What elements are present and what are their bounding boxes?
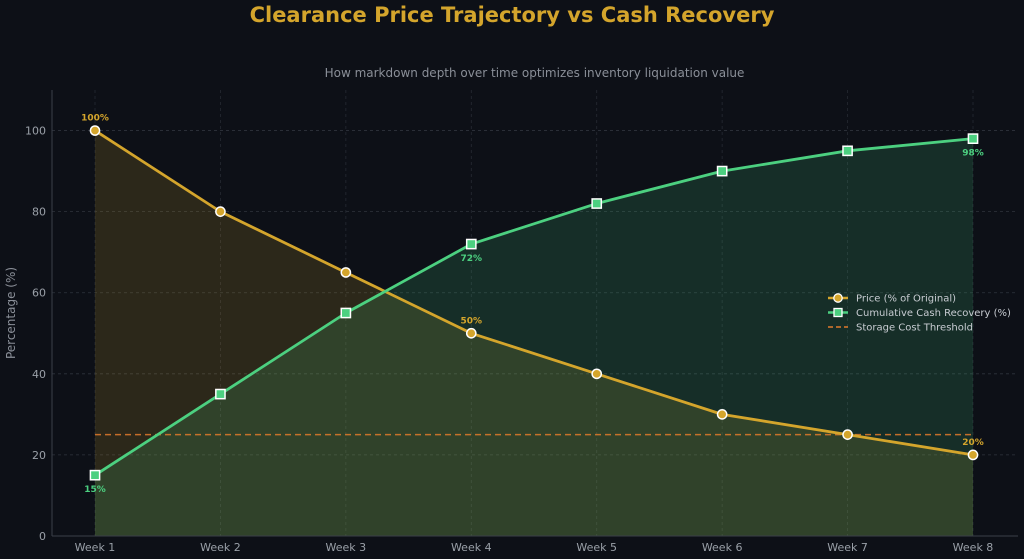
chart-subtitle: How markdown depth over time optimizes i…	[324, 66, 745, 80]
legend-label: Storage Cost Threshold	[856, 323, 973, 334]
x-tick-label: Week 2	[200, 541, 241, 554]
legend-label: Price (% of Original)	[856, 294, 956, 305]
x-tick-label: Week 3	[326, 541, 367, 554]
data-label: 72%	[461, 254, 483, 264]
y-tick-label: 100	[25, 125, 46, 138]
price-point[interactable]	[716, 409, 728, 420]
data-label: 20%	[962, 438, 984, 448]
legend-label: Cumulative Cash Recovery (%)	[856, 308, 1011, 319]
y-tick-label: 40	[32, 368, 46, 381]
x-tick-label: Week 7	[827, 541, 868, 554]
price-point[interactable]	[842, 429, 853, 440]
series-line-1	[94, 129, 974, 457]
y-tick-label: 0	[39, 530, 46, 543]
data-label: 15%	[84, 485, 106, 495]
area-fills	[95, 130, 973, 536]
recovery-point[interactable]	[591, 198, 603, 209]
price-point[interactable]	[591, 368, 603, 380]
recovery-point[interactable]	[967, 133, 979, 145]
recovery-point[interactable]	[842, 145, 853, 157]
series-markers	[89, 125, 979, 481]
legend[interactable]: Price (% of Original) Cumulative Cash Rec…	[828, 293, 1011, 334]
area-fill-series-1	[95, 130, 973, 536]
recovery-point[interactable]	[465, 238, 477, 250]
y-tick-label: 80	[32, 206, 46, 219]
x-tick-label: Week 1	[75, 541, 116, 554]
series-lines	[94, 129, 974, 477]
legend-marker	[833, 293, 843, 303]
price-point[interactable]	[215, 206, 226, 217]
x-tick-label: Week 8	[953, 541, 994, 554]
recovery-point[interactable]	[89, 469, 101, 481]
x-tick-label: Week 5	[576, 541, 617, 554]
legend-item[interactable]: Storage Cost Threshold	[828, 323, 973, 334]
price-point[interactable]	[89, 125, 101, 136]
data-label: 98%	[962, 149, 984, 159]
data-label: 50%	[461, 316, 483, 326]
data-labels: 100% 50% 20% 15% 72% 98%	[81, 114, 984, 496]
area-fill-series-2	[95, 138, 973, 536]
recovery-point[interactable]	[716, 165, 728, 177]
chart-title: Clearance Price Trajectory vs Cash Recov…	[249, 3, 775, 27]
x-tick-label: Week 6	[702, 541, 743, 554]
data-label: 100%	[81, 114, 109, 124]
series-line-2	[94, 137, 974, 477]
y-tick-label: 60	[32, 287, 46, 300]
price-point[interactable]	[340, 267, 352, 278]
axes: 0 20 40 60 80 100 Week 1 Week 2 Week 3 Week 4 Week…	[4, 90, 1018, 554]
y-tick-label: 20	[32, 449, 46, 462]
legend-marker	[833, 307, 843, 318]
y-axis-label: Percentage (%)	[4, 267, 18, 359]
price-point[interactable]	[967, 449, 979, 461]
price-point[interactable]	[465, 327, 477, 339]
recovery-point[interactable]	[215, 388, 226, 400]
legend-item[interactable]: Cumulative Cash Recovery (%)	[828, 307, 1011, 319]
recovery-point[interactable]	[340, 307, 352, 319]
legend-item[interactable]: Price (% of Original)	[828, 293, 956, 305]
x-tick-label: Week 4	[451, 541, 492, 554]
